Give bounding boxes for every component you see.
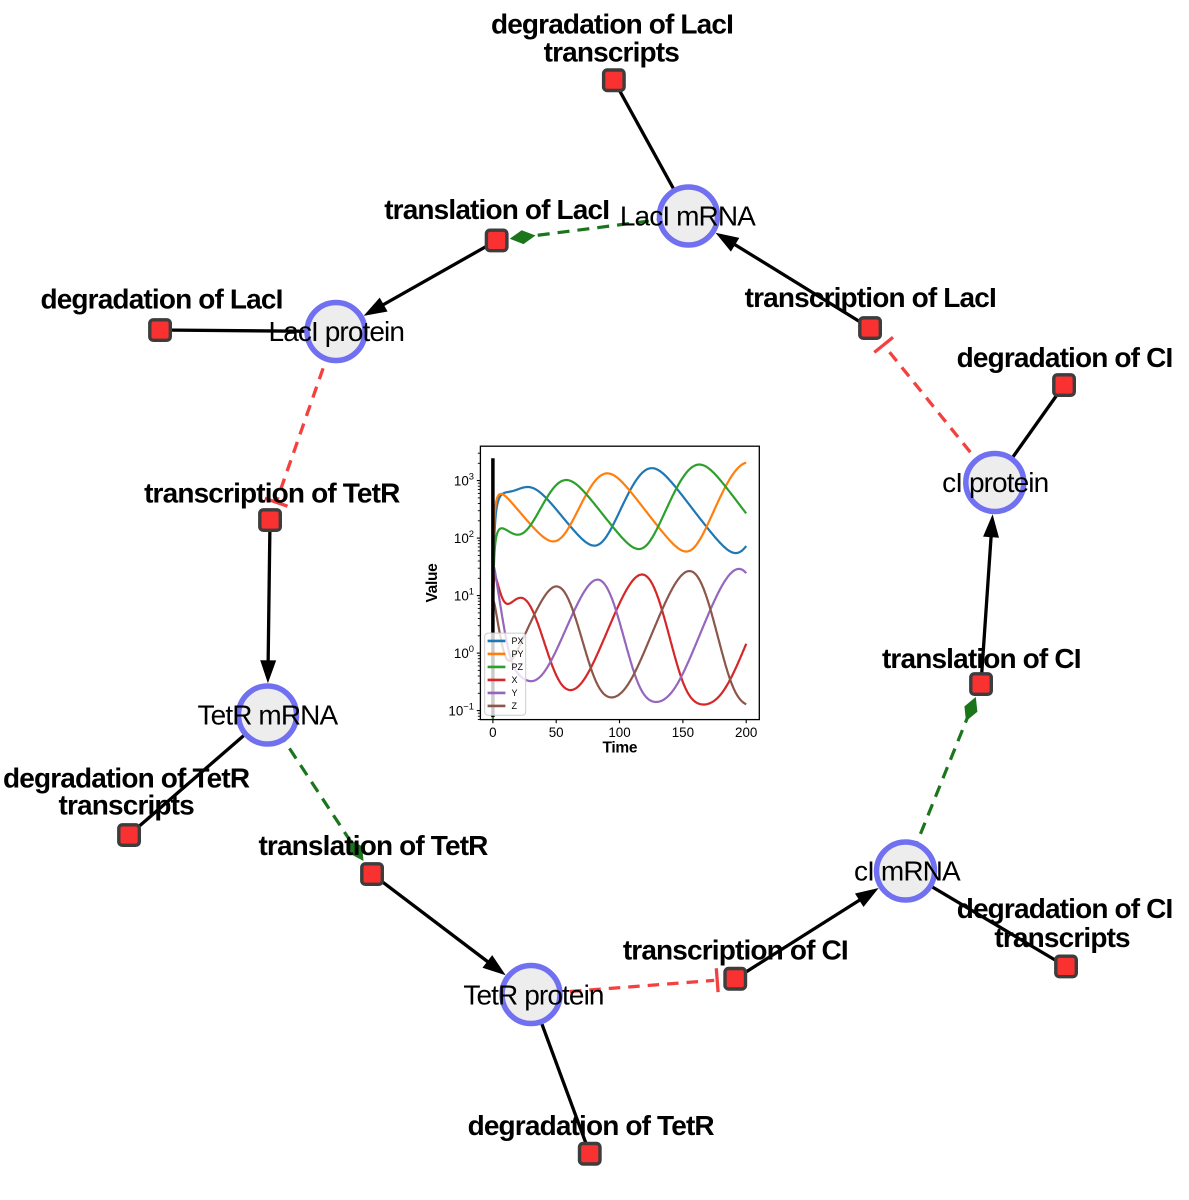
- svg-text:translation of TetR: translation of TetR: [258, 830, 488, 861]
- svg-text:LacI mRNA: LacI mRNA: [620, 201, 756, 232]
- svg-text:100: 100: [608, 725, 630, 740]
- svg-text:transcription of TetR: transcription of TetR: [144, 478, 400, 509]
- svg-text:X: X: [512, 675, 518, 685]
- svg-text:TetR protein: TetR protein: [463, 979, 603, 1010]
- svg-text:Y: Y: [512, 688, 518, 698]
- svg-text:PZ: PZ: [512, 662, 524, 672]
- svg-text:degradation of TetR: degradation of TetR: [3, 763, 250, 794]
- svg-text:Value: Value: [424, 563, 441, 603]
- svg-text:Time: Time: [602, 740, 637, 757]
- svg-text:translation of LacI: translation of LacI: [384, 194, 609, 225]
- svg-text:PX: PX: [512, 636, 524, 646]
- svg-text:PY: PY: [512, 649, 524, 659]
- svg-text:200: 200: [735, 725, 757, 740]
- svg-text:degradation of TetR: degradation of TetR: [468, 1110, 715, 1141]
- svg-text:transcription of LacI: transcription of LacI: [745, 282, 996, 313]
- svg-text:transcription of CI: transcription of CI: [623, 935, 848, 966]
- svg-text:Z: Z: [512, 701, 518, 711]
- svg-text:translation of CI: translation of CI: [882, 643, 1081, 674]
- svg-text:transcripts: transcripts: [994, 922, 1130, 953]
- svg-text:0: 0: [489, 725, 496, 740]
- svg-text:degradation of LacI: degradation of LacI: [491, 8, 733, 39]
- svg-text:TetR mRNA: TetR mRNA: [198, 700, 339, 731]
- svg-text:50: 50: [549, 725, 564, 740]
- svg-text:degradation of CI: degradation of CI: [957, 342, 1173, 373]
- svg-text:cI protein: cI protein: [942, 467, 1048, 498]
- svg-text:transcripts: transcripts: [544, 37, 680, 68]
- svg-text:degradation of LacI: degradation of LacI: [40, 284, 282, 315]
- svg-text:transcripts: transcripts: [59, 790, 195, 821]
- svg-text:cI mRNA: cI mRNA: [854, 856, 961, 887]
- svg-text:degradation of CI: degradation of CI: [957, 893, 1173, 924]
- svg-text:LacI protein: LacI protein: [269, 316, 405, 347]
- svg-text:150: 150: [672, 725, 694, 740]
